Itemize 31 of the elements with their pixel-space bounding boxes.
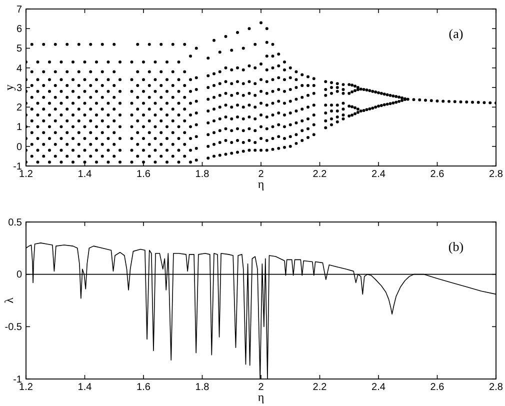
x-tick-label: 2.4: [372, 382, 386, 394]
x-tick-label: 1.4: [78, 169, 92, 180]
x-tick-label: 2.8: [489, 169, 504, 180]
y-tick-label: 7: [16, 4, 22, 16]
y-tick-label: 4: [16, 63, 22, 74]
x-tick-label: 2.6: [430, 382, 445, 394]
y-axis-title: y: [2, 84, 16, 90]
x-tick-label: 1.8: [195, 169, 210, 180]
x-tick-label: 1.4: [78, 382, 92, 394]
x-tick-label: 1.6: [136, 169, 151, 180]
y-tick-label: 0: [16, 142, 22, 153]
y-axis-title: λ: [2, 297, 16, 304]
x-tick-label: 2.2: [312, 169, 328, 180]
y-tick-label: -0.5: [4, 322, 22, 334]
x-tick-label: 1.2: [19, 169, 34, 180]
y-tick-label: 5: [16, 44, 22, 55]
y-tick-label: 3: [16, 82, 22, 94]
x-tick-label: 1.8: [195, 382, 210, 394]
x-tick-label: 2.6: [430, 169, 445, 180]
x-tick-label: 2.8: [489, 382, 504, 394]
x-tick-label: 2.2: [312, 382, 328, 394]
y-tick-label: 0: [16, 270, 22, 281]
annotation: (b): [448, 239, 464, 254]
y-tick-label: 1: [16, 122, 22, 134]
annotation: (a): [448, 26, 464, 41]
x-tick-label: 1.2: [19, 382, 34, 394]
x-tick-label: 1.6: [136, 382, 151, 394]
x-tick-label: 2.4: [372, 169, 386, 180]
y-tick-label: 2: [16, 102, 22, 114]
y-tick-label: 6: [16, 24, 22, 36]
y-tick-label: 0.5: [8, 217, 22, 228]
